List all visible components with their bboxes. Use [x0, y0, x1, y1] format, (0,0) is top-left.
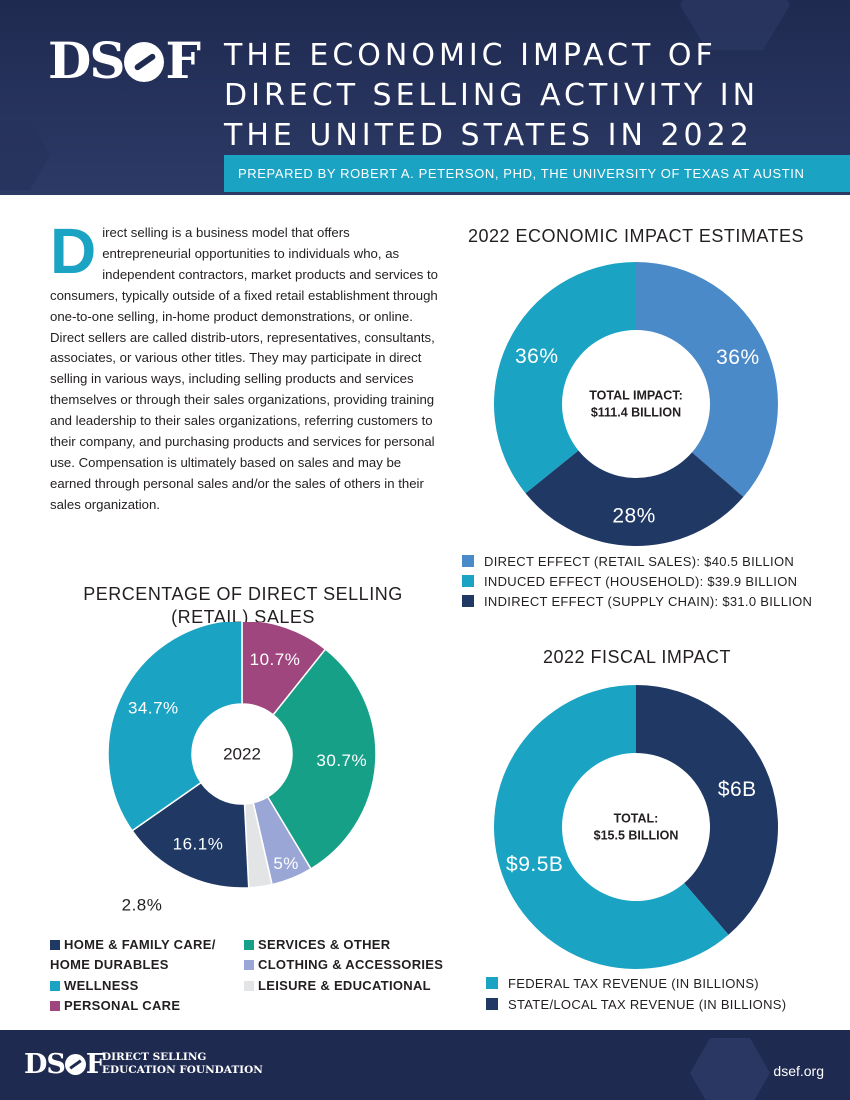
legend-label: SERVICES & OTHER	[258, 937, 391, 952]
legend-item-federal: FEDERAL TAX REVENUE (IN BILLIONS)	[486, 976, 759, 991]
slice-wellness	[107, 622, 243, 832]
slice-induced-effect-household-39-9-billion	[494, 262, 636, 494]
legend-label: HOME DURABLES	[50, 957, 169, 972]
legend-label: HOME & FAMILY CARE/	[64, 937, 216, 952]
economic-impact-donut-chart: 36% 28% 36% TOTAL IMPACT: $111.4 BILLION	[494, 262, 778, 546]
legend-label: INDIRECT EFFECT (SUPPLY CHAIN): $31.0 BI…	[484, 594, 813, 609]
dsef-logo: DS F	[48, 31, 201, 90]
legend-item-personal-care: PERSONAL CARE	[50, 998, 180, 1013]
legend-swatch	[462, 575, 474, 587]
legend-swatch	[486, 998, 498, 1010]
hexagon-decoration	[690, 1038, 770, 1100]
slice-label-services-other: 30.7%	[316, 751, 367, 770]
slice-label-federal-tax-revenue-in-billions: $9.5B	[506, 853, 563, 876]
slice-home-family-care-home-durables	[131, 781, 250, 889]
legend-item-wellness: WELLNESS	[50, 978, 139, 993]
prepared-by-bar: PREPARED BY ROBERT A. PETERSON, PHD, THE…	[224, 155, 850, 192]
footer: DS F DIRECT SELLING EDUCATION FOUNDATION …	[0, 1030, 850, 1100]
retail-sales-donut-chart: 10.7% 30.7% 5% 2.8% 16.1% 34.7% 2022	[107, 622, 377, 915]
legend-item-home-family: HOME & FAMILY CARE/	[50, 937, 216, 952]
fiscal-impact-title: 2022 FISCAL IMPACT	[542, 647, 732, 667]
slice-direct-effect-retail-sales-40-5-billion	[636, 262, 778, 497]
hexagon-decoration	[680, 0, 790, 50]
slice-label-state-local-tax-revenue-in-billions: $6B	[718, 778, 757, 801]
legend-item-direct: DIRECT EFFECT (RETAIL SALES): $40.5 BILL…	[462, 554, 794, 569]
prepared-by-text: PREPARED BY ROBERT A. PETERSON, PHD, THE…	[238, 166, 805, 181]
header-banner: DS F THE ECONOMIC IMPACT OF DIRECT SELLIN…	[0, 0, 850, 195]
legend-swatch	[244, 960, 254, 970]
slice-indirect-effect-supply-chain-31-0-billion	[525, 450, 744, 546]
slice-state-local-tax-revenue-in-billions	[636, 685, 778, 935]
center-label: TOTAL IMPACT:	[589, 389, 683, 403]
title-line: DIRECT SELLING ACTIVITY IN	[224, 78, 760, 113]
page-title: THE ECONOMIC IMPACT OF DIRECT SELLING AC…	[224, 36, 834, 156]
legend-swatch	[486, 977, 498, 989]
footer-org-name: DIRECT SELLING EDUCATION FOUNDATION	[102, 1051, 263, 1077]
footer-org-line: EDUCATION FOUNDATION	[102, 1064, 263, 1076]
website-link[interactable]: dsef.org	[773, 1063, 824, 1079]
footer-org-line: DIRECT SELLING	[102, 1051, 207, 1063]
intro-text: irect selling is a business model that o…	[50, 225, 438, 512]
center-label: 2022	[223, 745, 261, 764]
retail-sales-title-line: PERCENTAGE OF DIRECT SELLING	[83, 584, 403, 604]
legend-label: WELLNESS	[64, 978, 139, 993]
legend-item-induced: INDUCED EFFECT (HOUSEHOLD): $39.9 BILLIO…	[462, 574, 797, 589]
retail-sales-title: PERCENTAGE OF DIRECT SELLING (RETAIL) SA…	[60, 583, 426, 629]
legend-swatch	[50, 940, 60, 950]
legend-label: INDUCED EFFECT (HOUSEHOLD): $39.9 BILLIO…	[484, 574, 798, 589]
legend-item-clothing: CLOTHING & ACCESSORIES	[244, 957, 443, 972]
center-label: $111.4 BILLION	[591, 405, 681, 419]
legend-item-home-family-line2: HOME DURABLES	[50, 957, 169, 972]
legend-swatch	[462, 595, 474, 607]
slice-label-direct-effect-retail-sales-40-5-billion: 36%	[716, 346, 760, 369]
slice-label-wellness: 34.7%	[128, 698, 179, 717]
legend-item-state-local: STATE/LOCAL TAX REVENUE (IN BILLIONS)	[486, 997, 786, 1012]
leaf-logo-icon	[124, 42, 165, 82]
legend-swatch	[244, 940, 254, 950]
legend-item-indirect: INDIRECT EFFECT (SUPPLY CHAIN): $31.0 BI…	[462, 594, 812, 609]
slice-label-clothing-accessories: 5%	[273, 854, 299, 873]
hexagon-decoration	[0, 120, 50, 190]
drop-cap: D	[50, 215, 97, 287]
legend-swatch	[50, 981, 60, 991]
legend-item-services: SERVICES & OTHER	[244, 937, 390, 952]
legend-label: PERSONAL CARE	[64, 998, 181, 1013]
center-label: TOTAL:	[614, 812, 659, 826]
leaf-logo-icon	[64, 1054, 86, 1075]
center-label: $15.5 BILLION	[594, 828, 679, 842]
slice-label-induced-effect-household-39-9-billion: 36%	[515, 345, 559, 368]
legend-label: CLOTHING & ACCESSORIES	[258, 957, 444, 972]
fiscal-impact-donut-chart: $6B $9.5B TOTAL: $15.5 BILLION	[494, 685, 778, 969]
footer-dsef-logo: DS F	[24, 1049, 105, 1080]
legend-label: LEISURE & EDUCATIONAL	[258, 978, 431, 993]
slice-federal-tax-revenue-in-billions	[494, 685, 729, 969]
legend-label: DIRECT EFFECT (RETAIL SALES): $40.5 BILL…	[484, 554, 795, 569]
legend-swatch	[462, 555, 474, 567]
economic-impact-title: 2022 ECONOMIC IMPACT ESTIMATES	[467, 226, 805, 246]
slice-services-other	[266, 648, 377, 870]
title-line: THE ECONOMIC IMPACT OF	[224, 38, 717, 73]
retail-sales-title-line: (RETAIL) SALES	[171, 607, 315, 627]
legend-label: STATE/LOCAL TAX REVENUE (IN BILLIONS)	[508, 997, 787, 1012]
title-line: THE UNITED STATES IN 2022	[224, 118, 753, 153]
legend-item-leisure: LEISURE & EDUCATIONAL	[244, 978, 431, 993]
legend-swatch	[244, 981, 254, 991]
slice-label-indirect-effect-supply-chain-31-0-billion: 28%	[612, 504, 656, 527]
legend-swatch	[50, 1001, 60, 1011]
slice-label-personal-care: 10.7%	[250, 650, 301, 669]
legend-label: FEDERAL TAX REVENUE (IN BILLIONS)	[508, 976, 759, 991]
slice-label-leisure-educational: 2.8%	[122, 896, 163, 915]
slice-label-home-family-care-home-durables: 16.1%	[173, 834, 224, 853]
